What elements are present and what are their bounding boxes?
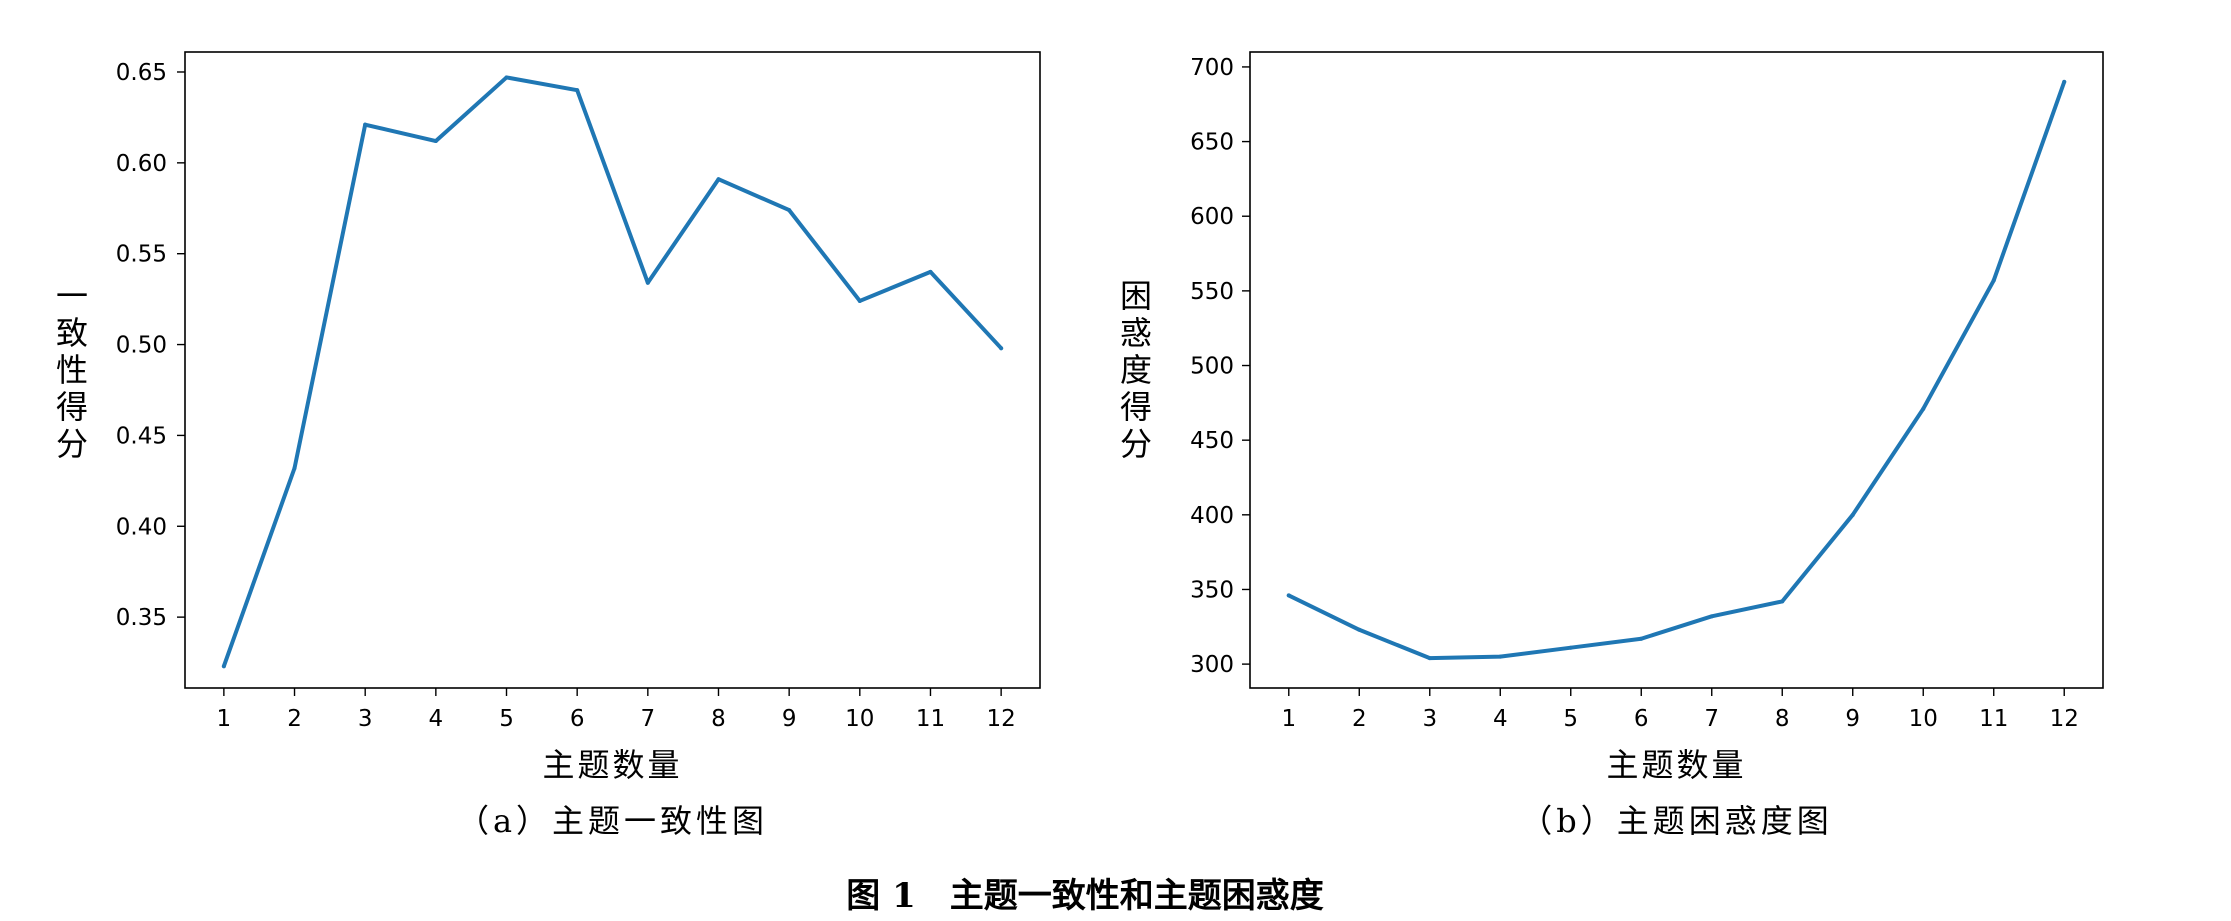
data-point [1921, 406, 1926, 411]
data-point [928, 269, 933, 274]
data-point [1427, 656, 1432, 661]
data-point [999, 346, 1004, 351]
data-point [857, 298, 862, 303]
x-tick-label: 11 [1979, 706, 2008, 732]
data-point [787, 208, 792, 213]
data-point [1568, 645, 1573, 650]
x-tick-label: 9 [782, 706, 797, 732]
x-tick-label: 10 [845, 706, 874, 732]
x-tick-label: 7 [1704, 706, 1719, 732]
data-point [433, 139, 438, 144]
y-tick-label: 0.65 [116, 60, 167, 86]
y-tick-label: 650 [1190, 130, 1234, 156]
x-tick-label: 4 [1493, 706, 1508, 732]
data-point [1498, 654, 1503, 659]
x-tick-label: 5 [499, 706, 514, 732]
x-tick-label: 12 [986, 706, 1015, 732]
y-tick-label: 0.55 [116, 242, 167, 268]
x-tick-label: 8 [711, 706, 726, 732]
y-tick-label: 300 [1190, 652, 1234, 678]
x-tick-label: 9 [1845, 706, 1860, 732]
data-point [1991, 278, 1996, 283]
data-point [1357, 627, 1362, 632]
plot-frame [184, 51, 1041, 689]
y-axis-label: 困惑度得分 [1120, 277, 1152, 463]
subfigure-caption: （b）主题困惑度图 [1520, 802, 1833, 840]
plot-frame [1249, 51, 2104, 689]
data-point [575, 88, 580, 93]
x-tick-label: 6 [1634, 706, 1649, 732]
data-point [292, 466, 297, 471]
x-axis-label: 主题数量 [542, 746, 682, 784]
x-tick-label: 7 [641, 706, 656, 732]
data-point [1850, 512, 1855, 517]
data-point [1286, 593, 1291, 598]
data-point [1709, 614, 1714, 619]
y-tick-label: 550 [1190, 279, 1234, 305]
x-axis-label: 主题数量 [1606, 746, 1746, 784]
data-point [1780, 599, 1785, 604]
x-tick-label: 6 [570, 706, 585, 732]
y-tick-label: 450 [1190, 428, 1234, 454]
data-point [363, 122, 368, 127]
x-tick-label: 10 [1909, 706, 1938, 732]
y-tick-label: 0.40 [116, 514, 167, 540]
y-tick-label: 600 [1190, 204, 1234, 230]
x-tick-label: 4 [429, 706, 444, 732]
chart-coherence: 0.350.400.450.500.550.600.651 2 3 4 5 6 7 8 9 10 1… [56, 51, 1041, 840]
y-tick-label: 0.60 [116, 151, 167, 177]
data-point [1639, 636, 1644, 641]
y-tick-label: 700 [1190, 55, 1234, 81]
x-tick-label: 3 [358, 706, 373, 732]
x-tick-label: 1 [217, 706, 232, 732]
data-point [504, 75, 509, 80]
subfigure-caption: （a）主题一致性图 [457, 802, 768, 840]
series-line [221, 75, 1004, 669]
figure-caption: 图 1 主题一致性和主题困惑度 [846, 876, 1324, 916]
data-point [716, 177, 721, 182]
data-point [645, 280, 650, 285]
x-tick-label: 1 [1281, 706, 1296, 732]
x-tick-label: 12 [2050, 706, 2079, 732]
y-axis-label: 一致性得分 [56, 277, 88, 463]
x-tick-label: 5 [1563, 706, 1578, 732]
data-point [221, 664, 226, 669]
data-point [2062, 79, 2067, 84]
series-line [1286, 79, 2067, 661]
y-tick-label: 0.35 [116, 605, 167, 631]
x-tick-label: 3 [1422, 706, 1437, 732]
y-tick-label: 500 [1190, 354, 1234, 380]
x-tick-label: 11 [916, 706, 945, 732]
y-tick-label: 0.45 [116, 423, 167, 449]
x-tick-label: 8 [1775, 706, 1790, 732]
x-tick-label: 2 [287, 706, 302, 732]
y-tick-label: 0.50 [116, 333, 167, 359]
x-tick-label: 2 [1352, 706, 1367, 732]
y-tick-label: 350 [1190, 577, 1234, 603]
y-tick-label: 400 [1190, 503, 1234, 529]
